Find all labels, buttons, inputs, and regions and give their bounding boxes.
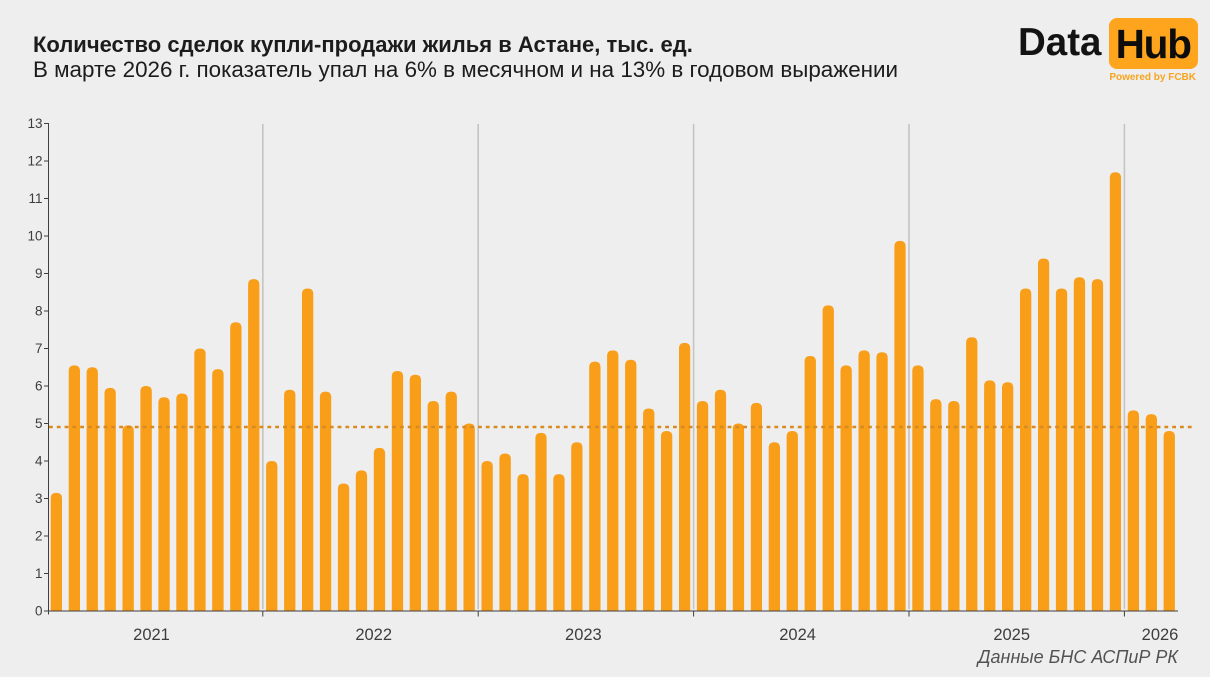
- svg-text:2: 2: [35, 529, 43, 544]
- svg-text:1: 1: [35, 566, 43, 581]
- svg-text:6: 6: [35, 379, 43, 394]
- svg-text:2023: 2023: [565, 626, 602, 644]
- svg-text:11: 11: [28, 191, 42, 206]
- svg-text:2021: 2021: [133, 626, 170, 644]
- svg-text:8: 8: [35, 304, 43, 319]
- svg-text:10: 10: [27, 229, 42, 244]
- svg-text:2024: 2024: [779, 626, 816, 644]
- svg-text:2026: 2026: [1142, 626, 1179, 644]
- svg-text:12: 12: [27, 154, 42, 169]
- svg-text:3: 3: [35, 491, 43, 506]
- svg-text:13: 13: [27, 116, 42, 131]
- svg-text:5: 5: [35, 416, 43, 431]
- svg-text:0: 0: [35, 604, 43, 619]
- svg-text:2025: 2025: [993, 626, 1030, 644]
- svg-text:2022: 2022: [355, 626, 392, 644]
- svg-text:9: 9: [35, 266, 43, 281]
- svg-text:4: 4: [35, 454, 43, 469]
- svg-text:7: 7: [35, 341, 43, 356]
